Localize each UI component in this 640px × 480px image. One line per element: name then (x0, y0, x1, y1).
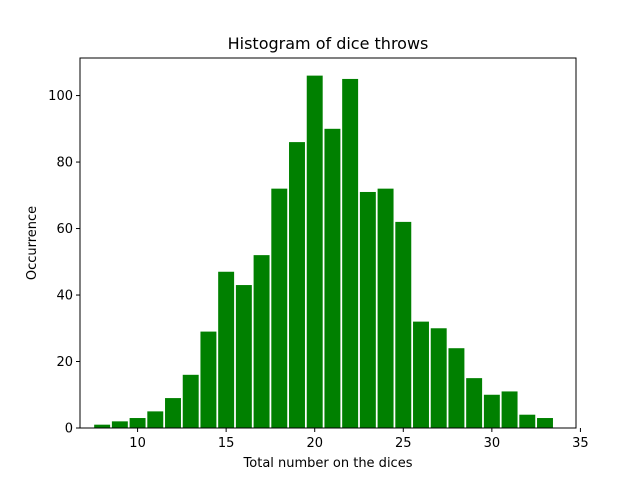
x-tick-label: 25 (395, 436, 412, 451)
histogram-bar (289, 142, 305, 428)
histogram-bar (377, 188, 394, 428)
histogram-bar (94, 424, 111, 428)
x-tick-label: 10 (129, 436, 146, 451)
histogram-bar (483, 394, 500, 428)
histogram-bar (129, 418, 146, 428)
histogram-bar (359, 191, 376, 428)
histogram-bar (306, 75, 323, 428)
plot-frame (79, 57, 577, 429)
histogram-bar (430, 328, 447, 428)
y-tick-label: 20 (56, 355, 73, 370)
histogram-bar (395, 221, 412, 428)
histogram-bar (501, 391, 518, 428)
y-tick-label: 80 (56, 156, 73, 171)
histogram-bar (537, 418, 553, 428)
histogram-bar (235, 285, 252, 428)
histogram-bar (519, 414, 536, 428)
histogram-bar (448, 348, 465, 428)
x-tick-label: 15 (218, 436, 235, 451)
y-tick-label: 40 (56, 289, 73, 304)
x-axis-title: Total number on the dices (243, 456, 413, 471)
chart-title: Histogram of dice throws (228, 34, 429, 53)
histogram-bar (200, 331, 217, 428)
y-axis-title: Occurrence (25, 206, 40, 280)
bars-group (94, 75, 553, 429)
y-tick-label: 0 (65, 422, 73, 437)
histogram-bar (165, 398, 181, 428)
y-tick-label: 60 (56, 222, 73, 237)
histogram-bar (413, 321, 429, 428)
x-tick-label: 30 (484, 436, 501, 451)
y-tick-label: 100 (48, 89, 73, 104)
histogram-bar (271, 188, 288, 428)
histogram-bar (182, 374, 199, 428)
x-tick-label: 20 (306, 436, 323, 451)
histogram-bar (253, 255, 270, 428)
histogram-bar (218, 271, 235, 428)
histogram-bar (466, 378, 483, 428)
histogram-bar (342, 78, 359, 429)
histogram-bar (324, 128, 341, 428)
histogram-bar (147, 411, 164, 428)
y-axis-ticks: 0 20 40 60 80 100 (48, 89, 80, 437)
x-axis-ticks: 10 15 20 25 30 35 (129, 428, 589, 451)
histogram-bar (111, 421, 128, 428)
x-tick-label: 35 (572, 436, 589, 451)
